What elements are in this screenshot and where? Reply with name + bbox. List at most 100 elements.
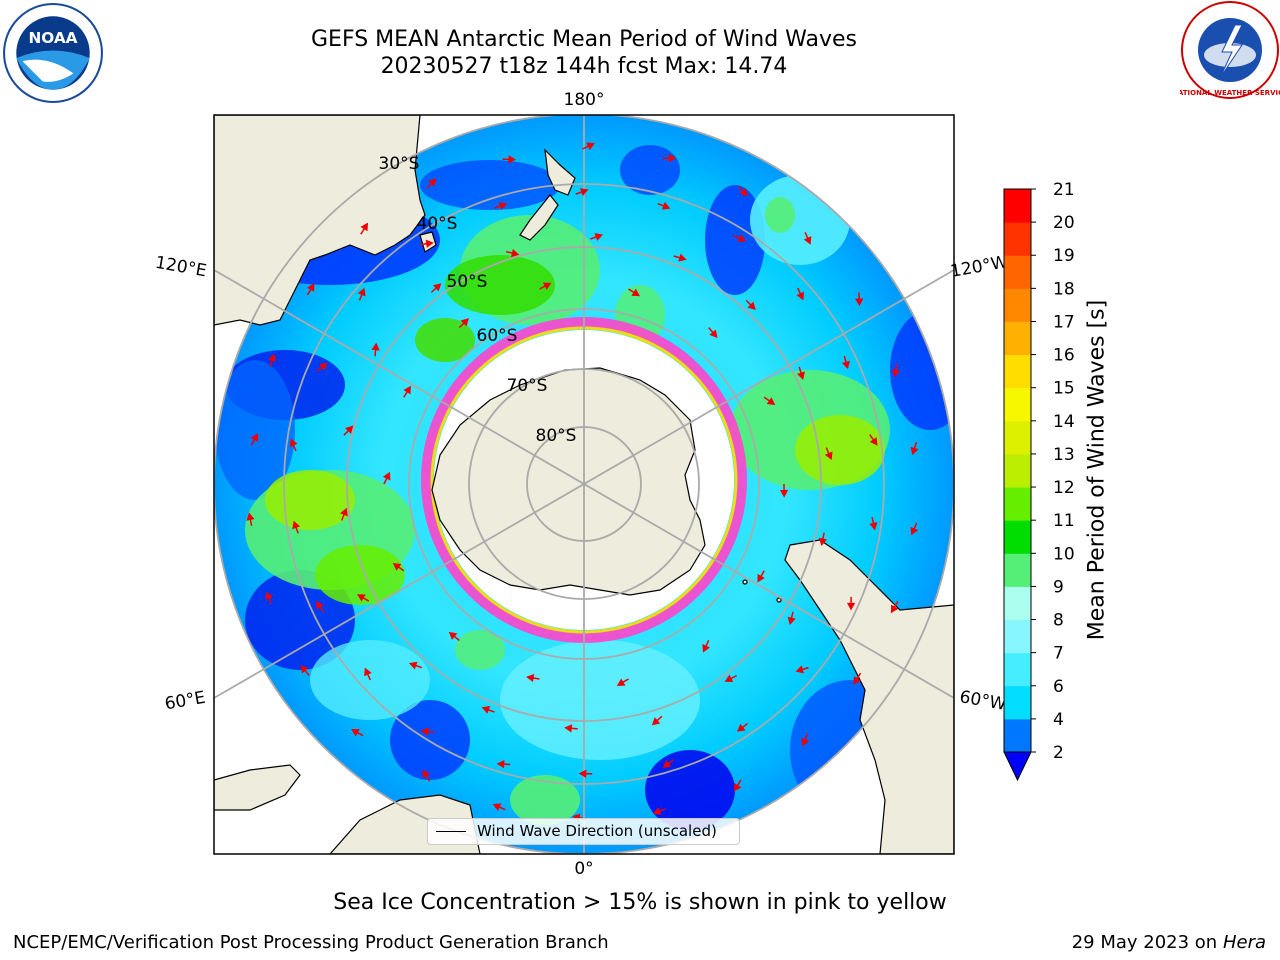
wave-direction-arrowhead (709, 329, 718, 338)
lat-label-60s: 60°S (477, 326, 518, 346)
wave-direction-arrowhead (492, 803, 502, 811)
colorbar-tick-label: 2 (1053, 743, 1064, 763)
antarctica (431, 367, 706, 596)
colorbar-segment (1004, 288, 1031, 322)
chart-title: GEFS MEAN Antarctic Mean Period of Wind … (311, 27, 857, 52)
wave-direction-arrowhead (855, 298, 864, 307)
lon-label-lower-left: 60°E (163, 688, 207, 715)
colorbar-tick-label: 10 (1053, 544, 1075, 564)
wave-direction-arrowhead (319, 362, 328, 371)
wave-direction-arrowhead (631, 288, 640, 297)
wave-direction-arrowhead (371, 342, 380, 351)
wave-direction-arrowhead (351, 729, 360, 737)
map-frame (213, 114, 955, 855)
credit-right: 29 May 2023 on Hera (1072, 932, 1266, 953)
colorbar-segment (1004, 453, 1031, 488)
map-panel (214, 115, 954, 854)
wave-direction-arrowhead (300, 664, 309, 674)
wave-direction-arrowhead (737, 234, 747, 242)
lat-label-40s: 40°S (417, 214, 458, 234)
colorbar-tick-label: 17 (1053, 312, 1075, 332)
wave-direction-arrowhead (306, 283, 315, 292)
credit-date: 29 May 2023 on (1071, 932, 1218, 953)
wave-direction-arrowhead (578, 769, 587, 778)
colorbar-tick-label: 18 (1053, 279, 1075, 299)
wave-direction-arrowhead (747, 301, 756, 310)
wave-direction-arrowhead (340, 507, 348, 517)
wave-direction-arrowhead (526, 673, 535, 683)
wave-direction-arrowhead (403, 385, 411, 395)
colorbar-tick-label: 13 (1053, 445, 1075, 465)
wave-direction-arrowhead (616, 678, 626, 686)
wave-direction-arrowhead (392, 562, 402, 571)
colorbar-segment (1004, 586, 1031, 621)
wave-direction-arrowhead (315, 600, 324, 610)
colorbar-tick-label: 14 (1053, 412, 1075, 432)
colorbar-tick-label: 4 (1053, 710, 1064, 730)
madagascar (214, 764, 301, 811)
wave-direction-arrowhead (425, 239, 434, 248)
wave-direction-arrowhead (382, 471, 391, 481)
svg-text:NATIONAL WEATHER SERVICE: NATIONAL WEATHER SERVICE (1180, 89, 1280, 97)
wave-direction-arrowhead (910, 446, 919, 456)
wave-direction-arrowhead (432, 283, 442, 292)
colorbar-segment (1004, 718, 1031, 753)
lon-label-bottom: 0° (574, 859, 593, 879)
wave-direction-arrowhead (496, 760, 505, 769)
wave-direction-arrowhead (364, 667, 372, 677)
colorbar-extend-arrow (1003, 751, 1032, 782)
legend-label: Wind Wave Direction (unscaled) (477, 822, 717, 840)
colorbar-segment (1004, 553, 1031, 587)
wave-direction-arrowhead (668, 154, 677, 163)
noaa-logo-icon: NOAA (3, 3, 103, 103)
colorbar-tick-label: 11 (1053, 511, 1075, 531)
wave-direction-arrowhead (420, 727, 429, 736)
wave-direction-arrowhead (357, 287, 366, 297)
colorbar-frame (1003, 188, 1032, 753)
wind-wave-direction-arrows (246, 142, 919, 822)
wave-direction-arrowhead (757, 573, 765, 583)
new-zealand-south (519, 194, 559, 241)
wave-direction-arrowhead (652, 807, 662, 815)
wave-direction-arrowhead (724, 674, 734, 683)
colorbar-tick-label: 8 (1053, 611, 1064, 631)
wave-direction-arrowhead (910, 526, 919, 536)
colorbar-segment (1004, 520, 1031, 554)
wave-direction-arrowhead (564, 724, 573, 733)
wave-direction-arrowhead (460, 318, 469, 327)
colorbar-tick-label: 15 (1053, 379, 1075, 399)
wave-direction-arrowhead (250, 433, 259, 442)
colorbar-tick-label: 7 (1053, 644, 1064, 664)
wave-direction-arrowhead (678, 253, 687, 262)
colorbar-tick-label: 21 (1053, 180, 1075, 200)
colorbar-segment (1004, 222, 1031, 256)
colorbar-segment (1004, 685, 1031, 720)
colorbar-segment (1004, 321, 1031, 356)
wave-direction-arrowhead (841, 360, 850, 370)
wave-direction-arrowhead (586, 142, 595, 151)
wave-direction-arrowhead (481, 706, 491, 714)
wave-direction-arrowhead (869, 522, 878, 531)
colorbar-segment (1004, 354, 1031, 389)
colorbar-segment (1004, 420, 1031, 455)
colorbar-tick-label: 9 (1053, 577, 1064, 597)
wave-direction-arrowhead (246, 512, 255, 521)
lat-label-70s: 70°S (507, 376, 548, 396)
lon-label-upper-right: 120°W (949, 252, 1010, 282)
colorbar-segment (1004, 619, 1031, 654)
wave-direction-arrowhead (651, 717, 661, 726)
colorbar-segment (1004, 487, 1031, 521)
wave-direction-arrowhead (345, 425, 354, 434)
colorbar: 21 20 19 18 17 16 15 14 13 12 11 10 9 8 7 6 4 2 (1003, 180, 1075, 782)
wave-direction-arrowhead (498, 202, 508, 211)
wave-direction-arrowhead (542, 282, 552, 290)
graticule (214, 115, 954, 854)
colorbar-tick-label: 6 (1053, 677, 1064, 697)
colorbar-label: Mean Period of Wind Waves [s] (1084, 299, 1110, 641)
wave-direction-arrowhead (360, 222, 369, 232)
wave-direction-arrowhead (268, 353, 277, 363)
lon-label-lower-right: 60°W (958, 687, 1008, 715)
wave-direction-arrowhead (662, 760, 672, 768)
wave-direction-arrowhead (801, 738, 810, 747)
